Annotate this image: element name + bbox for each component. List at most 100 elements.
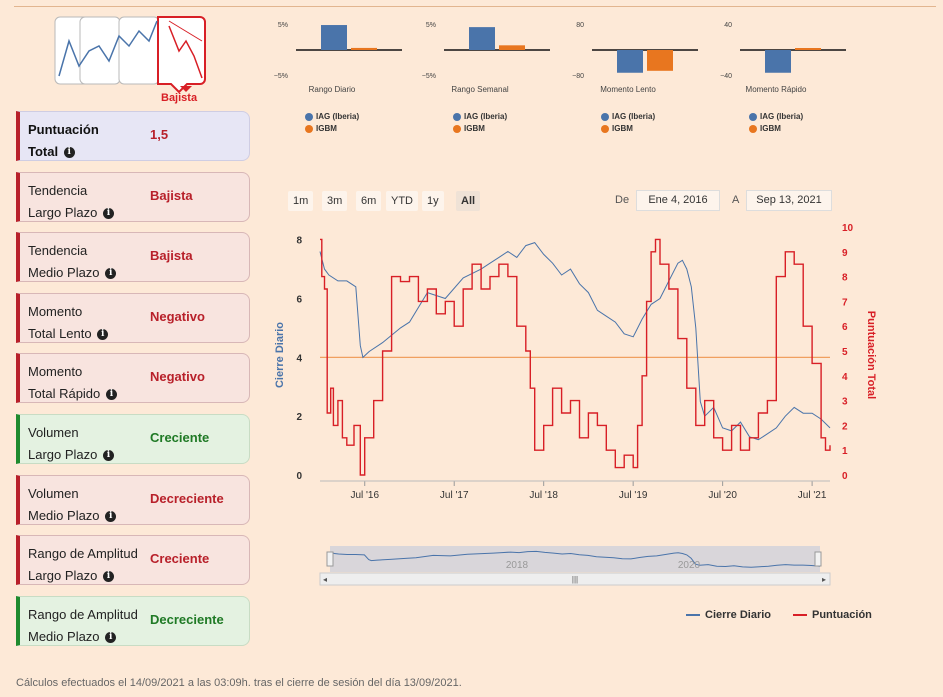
info-icon[interactable]: i bbox=[105, 631, 117, 643]
info-icon[interactable]: i bbox=[105, 510, 117, 522]
y-tick-bottom: −80 bbox=[572, 73, 584, 80]
y2-tick-label: 6 bbox=[842, 322, 848, 333]
trend-label: Bajista bbox=[161, 92, 198, 104]
main-stock-chart: 0 2 4 6 8 0 1 2 3 4 5 6 7 8 9 10 Jul '16 Jul '17 Jul '18 Ju… bbox=[274, 223, 877, 501]
mini-legend-item[interactable]: IAG (Iberia) bbox=[601, 112, 655, 121]
mini-chart-title: Momento Lento bbox=[600, 85, 656, 94]
range-button-1y[interactable]: 1y bbox=[422, 191, 444, 211]
info-icon[interactable]: i bbox=[105, 268, 117, 280]
navigator-handle-left[interactable] bbox=[326, 551, 334, 567]
y-tick-label: 0 bbox=[296, 471, 302, 482]
navigator-window[interactable] bbox=[330, 546, 820, 572]
range-to-label: A bbox=[732, 194, 740, 206]
y2-tick-label: 2 bbox=[842, 421, 848, 432]
range-button-1m[interactable]: 1m bbox=[288, 191, 314, 211]
card-label: Momento Total Rápido i bbox=[28, 361, 158, 405]
bar-igbm bbox=[351, 47, 377, 50]
indicator-card: Rango de Amplitud Medio Plazo i Decrecient… bbox=[16, 595, 250, 646]
y-tick-bottom: −5% bbox=[422, 73, 436, 80]
mini-legend-item[interactable]: IGBM bbox=[453, 124, 485, 133]
card-value: Decreciente bbox=[150, 611, 224, 627]
mini-bar-chart: 40 −40 bbox=[720, 22, 846, 80]
legend-dot-icon bbox=[749, 112, 757, 121]
range-button-all[interactable]: All bbox=[456, 191, 481, 211]
card-value: Creciente bbox=[150, 551, 210, 567]
legend-dot-icon bbox=[305, 112, 313, 121]
scroll-right-arrow-icon[interactable]: ▸ bbox=[822, 575, 826, 584]
range-to-input[interactable]: Sep 13, 2021 bbox=[746, 190, 832, 211]
legend-dot-icon bbox=[749, 124, 757, 133]
range-from-label: De bbox=[615, 194, 630, 206]
y-tick-top: 5% bbox=[426, 22, 436, 29]
card-value: Negativo bbox=[150, 308, 205, 324]
mini-chart-momento-rapido: 40 −40 Momento Rápido IAG (Iberia) IGBM bbox=[706, 16, 846, 136]
legend-dot-icon bbox=[305, 124, 313, 133]
y-tick-bottom: −40 bbox=[720, 73, 732, 80]
bar-igbm bbox=[647, 50, 673, 71]
mini-chart-rango-diario: 5% −5% Rango Diario IAG (Iberia) IGBM bbox=[262, 16, 402, 136]
range-button-ytd[interactable]: YTD bbox=[386, 191, 418, 211]
card-label-line2: Largo Plazo bbox=[28, 447, 98, 462]
navigator-handle-right[interactable] bbox=[814, 551, 822, 567]
y-tick-label: 6 bbox=[296, 295, 302, 306]
legend-puntuacion[interactable]: Puntuación bbox=[793, 609, 872, 621]
mini-legend-item[interactable]: IGBM bbox=[749, 124, 781, 133]
navigator-scrollbar[interactable] bbox=[319, 572, 831, 586]
info-icon[interactable]: i bbox=[103, 207, 115, 219]
range-button-6m[interactable]: 6m bbox=[356, 191, 382, 211]
legend-line-icon bbox=[793, 614, 807, 617]
card-label-line1: Tendencia bbox=[28, 182, 88, 198]
bar-iag bbox=[765, 50, 791, 73]
y2-tick-label: 9 bbox=[842, 248, 848, 259]
mini-legend-item[interactable]: IGBM bbox=[601, 124, 633, 133]
scroll-left-arrow-icon[interactable]: ◂ bbox=[323, 575, 327, 584]
x-tick-label: Jul '18 bbox=[529, 490, 558, 501]
legend-cierre-diario[interactable]: Cierre Diario bbox=[686, 609, 771, 621]
card-label-line1: Momento bbox=[28, 364, 83, 380]
card-label-line2: Total bbox=[28, 144, 59, 159]
mini-bar-chart: 5% −5% bbox=[274, 22, 402, 80]
y-tick-top: 80 bbox=[576, 22, 584, 29]
chart-navigator[interactable]: 2018 2020 ◂ ▸ ||| bbox=[318, 544, 832, 586]
x-tick-label: Jul '19 bbox=[619, 490, 648, 501]
legend-dot-icon bbox=[601, 112, 609, 121]
card-label-line2: Total Lento bbox=[28, 325, 92, 341]
card-label-line1: Volumen bbox=[28, 425, 79, 440]
mini-legend-item[interactable]: IAG (Iberia) bbox=[749, 112, 803, 121]
bar-iag bbox=[617, 50, 643, 73]
card-label-line2: Medio Plazo bbox=[28, 507, 100, 523]
y2-tick-label: 8 bbox=[842, 273, 848, 284]
x-tick-label: Jul '16 bbox=[350, 490, 379, 501]
scroll-grip-icon[interactable]: ||| bbox=[572, 575, 578, 584]
series-puntuacion bbox=[320, 238, 831, 476]
top-divider bbox=[14, 6, 936, 7]
mini-legend-item[interactable]: IGBM bbox=[305, 124, 337, 133]
legend-puntuacion-label: Puntuación bbox=[812, 609, 872, 621]
card-label: Tendencia Largo Plazo i bbox=[28, 180, 158, 224]
mini-legend-item[interactable]: IAG (Iberia) bbox=[453, 112, 507, 121]
range-from-input[interactable]: Ene 4, 2016 bbox=[636, 190, 720, 211]
navigator-series bbox=[329, 550, 821, 568]
indicator-card: Volumen Largo Plazo i Creciente bbox=[16, 414, 250, 464]
mini-legend-label: IGBM bbox=[760, 124, 781, 133]
range-button-3m[interactable]: 3m bbox=[322, 191, 348, 211]
y-tick-label: 2 bbox=[296, 412, 302, 423]
info-icon[interactable]: i bbox=[63, 147, 75, 159]
y2-tick-label: 5 bbox=[842, 347, 848, 358]
mini-legend-label: IGBM bbox=[316, 124, 337, 133]
y-tick-top: 5% bbox=[278, 22, 288, 29]
mini-legend-item[interactable]: IAG (Iberia) bbox=[305, 112, 359, 121]
info-icon[interactable]: i bbox=[97, 328, 109, 340]
info-icon[interactable]: i bbox=[105, 389, 117, 401]
info-icon[interactable]: i bbox=[103, 571, 115, 583]
indicator-card: Tendencia Largo Plazo i Bajista bbox=[16, 171, 250, 224]
legend-cierre-label: Cierre Diario bbox=[705, 609, 772, 621]
y2-tick-label: 7 bbox=[842, 297, 848, 308]
info-icon[interactable]: i bbox=[103, 450, 115, 462]
card-label: Volumen Largo Plazo i bbox=[28, 422, 158, 466]
indicator-card: Tendencia Medio Plazo i Bajista bbox=[16, 232, 250, 283]
card-value: 1,5 bbox=[150, 127, 169, 142]
mini-legend-label: IAG (Iberia) bbox=[316, 112, 360, 121]
card-label-line2: Medio Plazo bbox=[28, 265, 100, 281]
mini-bar-chart: 5% −5% bbox=[422, 22, 550, 80]
